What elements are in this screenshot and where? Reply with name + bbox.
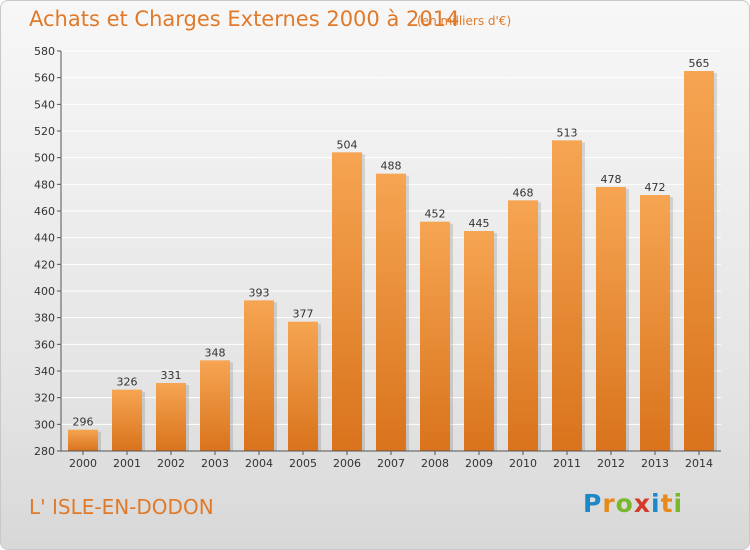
bar	[640, 195, 670, 451]
data-label: 504	[337, 138, 358, 151]
x-tick-label: 2006	[333, 457, 361, 470]
bar	[508, 200, 538, 451]
x-tick-label: 2003	[201, 457, 229, 470]
data-label: 348	[205, 346, 226, 359]
x-tick-label: 2012	[597, 457, 625, 470]
x-tick-label: 2008	[421, 457, 449, 470]
y-tick-label: 580	[34, 45, 55, 58]
y-tick-label: 460	[34, 205, 55, 218]
data-label: 513	[557, 126, 578, 139]
bar	[112, 389, 142, 451]
y-tick-label: 280	[34, 445, 55, 458]
data-label: 445	[469, 217, 490, 230]
bar	[596, 187, 626, 451]
bar	[464, 231, 494, 451]
y-tick-label: 400	[34, 285, 55, 298]
data-label: 565	[689, 57, 710, 70]
x-tick-label: 2013	[641, 457, 669, 470]
bar	[200, 360, 230, 451]
x-tick-label: 2014	[685, 457, 713, 470]
logo-letter: x	[633, 489, 651, 518]
bar	[332, 152, 362, 452]
x-tick-label: 2002	[157, 457, 185, 470]
data-label: 452	[425, 208, 446, 221]
bar	[552, 140, 582, 452]
x-tick-label: 2001	[113, 457, 141, 470]
chart-title: Achats et Charges Externes 2000 à 2014	[29, 7, 460, 31]
x-tick-label: 2010	[509, 457, 537, 470]
data-label: 331	[161, 369, 182, 382]
logo-letter: i	[651, 489, 661, 518]
bar	[684, 71, 714, 451]
data-label: 377	[293, 308, 314, 321]
data-label: 478	[601, 173, 622, 186]
logo-letter: r	[602, 489, 616, 518]
y-tick-label: 440	[34, 232, 55, 245]
bar	[376, 173, 406, 451]
y-tick-label: 500	[34, 152, 55, 165]
logo-letter: i	[673, 489, 684, 518]
y-tick-label: 480	[34, 178, 55, 191]
proxiti-logo: Proxiti	[583, 489, 683, 518]
data-label: 296	[73, 416, 94, 429]
y-tick-label: 420	[34, 258, 55, 271]
y-tick-label: 360	[34, 338, 55, 351]
data-label: 393	[249, 286, 270, 299]
bar	[420, 221, 450, 451]
y-tick-label: 540	[34, 98, 55, 111]
y-tick-label: 320	[34, 392, 55, 405]
data-label: 326	[117, 376, 138, 389]
y-tick-label: 560	[34, 72, 55, 85]
data-label: 472	[645, 181, 666, 194]
x-tick-label: 2005	[289, 457, 317, 470]
logo-letter: P	[583, 489, 603, 518]
y-tick-label: 340	[34, 365, 55, 378]
x-tick-label: 2009	[465, 457, 493, 470]
bar	[156, 383, 186, 451]
y-tick-label: 300	[34, 418, 55, 431]
bar	[244, 300, 274, 451]
logo-letter: o	[615, 489, 634, 518]
y-tick-label: 380	[34, 312, 55, 325]
data-label: 488	[381, 160, 402, 173]
x-tick-label: 2011	[553, 457, 581, 470]
bar	[288, 321, 318, 451]
x-tick-label: 2007	[377, 457, 405, 470]
town-name: L' ISLE-EN-DODON	[29, 495, 214, 519]
logo-letter: t	[660, 489, 674, 518]
chart-subtitle: (en milliers d'€)	[417, 14, 512, 28]
data-label: 468	[513, 186, 534, 199]
y-tick-label: 520	[34, 125, 55, 138]
x-tick-label: 2004	[245, 457, 273, 470]
bar	[68, 429, 98, 451]
x-tick-label: 2000	[69, 457, 97, 470]
